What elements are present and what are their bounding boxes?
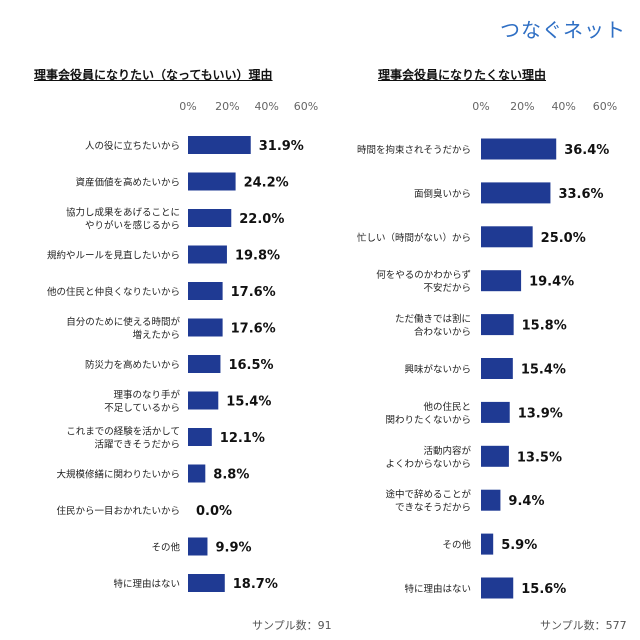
right-value-label: 15.8% (522, 319, 567, 334)
right-category-label: 活動内容がよくわからないから (385, 445, 471, 470)
left-value-label: 19.8% (235, 249, 280, 264)
left-tick-label: 40% (254, 100, 278, 113)
right-tick-label: 20% (510, 100, 534, 113)
right-bar (481, 138, 557, 160)
left-category-label: 規約やルールを見直したいから (47, 250, 180, 262)
right-category-label: 興味がないから (404, 364, 471, 376)
right-category-label: 忙しい（時間がない）から (357, 232, 471, 244)
left-bar (188, 136, 251, 154)
left-value-label: 18.7% (233, 577, 278, 592)
left-category-label: 他の住民と仲良くなりたいから (47, 286, 180, 298)
left-value-label: 9.9% (215, 541, 251, 556)
left-category-label: 理事のなり手が不足しているから (104, 389, 180, 414)
right-category-label: 面倒臭いから (414, 188, 471, 200)
right-value-label: 33.6% (558, 187, 603, 202)
left-bar (188, 318, 223, 337)
left-tick-label: 0% (179, 100, 196, 113)
left-category-label: 自分のために使える時間が増えたから (66, 316, 180, 341)
left-chart-title: 理事会役員になりたい（なってもいい）理由 (34, 68, 273, 82)
right-category-label: ただ働きでは割に合わないから (395, 313, 471, 338)
right-chart-title: 理事会役員になりたくない理由 (378, 68, 547, 82)
right-value-label: 13.9% (518, 406, 563, 421)
left-category-label: 住民から一目おかれたいから (56, 505, 180, 517)
left-sample-size: サンプル数：91 (252, 619, 332, 632)
left-bar (188, 464, 206, 483)
left-bar (188, 172, 236, 191)
right-bar (481, 445, 509, 467)
left-bar (188, 574, 225, 592)
left-category-label: 人の役に立ちたいから (85, 140, 180, 152)
right-bar (481, 182, 551, 204)
brand-logo: つなぐネット (500, 18, 626, 42)
right-value-label: 36.4% (564, 143, 609, 158)
left-bar (188, 355, 221, 373)
right-category-label: 他の住民と関わりたくないから (385, 401, 471, 426)
right-category-label: 特に理由はない (404, 583, 471, 595)
right-value-label: 9.4% (508, 494, 544, 509)
left-bar (188, 245, 227, 264)
left-value-label: 16.5% (228, 358, 273, 373)
left-category-label: 大規模修繕に関わりたいから (56, 469, 180, 481)
left-category-label: これまでの経験を活かして活躍できそうだから (66, 426, 180, 451)
right-category-label: 途中で辞めることができなそうだから (385, 489, 471, 514)
right-bar (481, 358, 513, 379)
right-value-label: 15.6% (521, 582, 566, 597)
left-value-label: 8.8% (213, 468, 249, 483)
right-bar (481, 314, 514, 336)
left-bar (188, 209, 232, 227)
left-category-label: 特に理由はない (113, 578, 180, 590)
left-category-label: 資産価値を高めたいから (75, 177, 180, 189)
right-tick-label: 40% (551, 100, 575, 113)
left-category-label: 協力し成果をあげることにやりがいを感じるから (66, 207, 180, 232)
left-bar (188, 428, 212, 446)
right-category-label: その他 (442, 539, 471, 551)
left-value-label: 15.4% (226, 395, 271, 410)
right-bar (481, 533, 494, 555)
right-value-label: 19.4% (529, 275, 574, 290)
right-value-label: 15.4% (521, 363, 566, 378)
left-tick-label: 60% (294, 100, 318, 113)
left-tick-label: 20% (215, 100, 239, 113)
right-bar (481, 577, 514, 599)
left-bar (188, 537, 208, 556)
right-tick-label: 60% (593, 100, 617, 113)
right-sample-size: サンプル数：577 (540, 619, 627, 632)
left-value-label: 24.2% (244, 176, 289, 191)
left-value-label: 31.9% (259, 139, 304, 154)
right-bar (481, 489, 501, 511)
right-category-label: 何をやるのかわからず不安だから (376, 269, 471, 294)
right-tick-label: 0% (472, 100, 489, 113)
left-value-label: 17.6% (231, 285, 276, 300)
left-value-label: 22.0% (239, 212, 284, 227)
right-bar (481, 226, 533, 248)
left-category-label: 防災力を高めたいから (85, 359, 180, 371)
left-value-label: 12.1% (220, 431, 265, 446)
right-bar (481, 270, 522, 292)
left-category-label: その他 (151, 542, 180, 554)
left-bar (188, 391, 219, 410)
right-bar (481, 401, 510, 423)
right-category-label: 時間を拘束されそうだから (357, 144, 471, 156)
right-value-label: 13.5% (517, 450, 562, 465)
right-value-label: 5.9% (501, 538, 537, 553)
left-value-label: 0.0% (196, 504, 232, 519)
left-value-label: 17.6% (231, 322, 276, 337)
left-bar (188, 282, 223, 300)
right-value-label: 25.0% (541, 231, 586, 246)
